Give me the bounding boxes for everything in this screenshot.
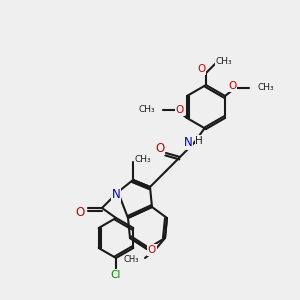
Text: CH₃: CH₃ <box>257 83 274 92</box>
Text: O: O <box>155 142 165 154</box>
Text: O: O <box>228 81 236 91</box>
Text: CH₃: CH₃ <box>216 56 232 65</box>
Text: O: O <box>197 64 205 74</box>
Text: O: O <box>176 105 184 115</box>
Text: O: O <box>148 245 156 255</box>
Text: Cl: Cl <box>111 270 121 280</box>
Text: CH₃: CH₃ <box>124 256 139 265</box>
Text: CH₃: CH₃ <box>138 106 155 115</box>
Text: O: O <box>75 206 85 218</box>
Text: CH₃: CH₃ <box>135 155 151 164</box>
Text: N: N <box>112 188 120 202</box>
Text: N: N <box>184 136 192 149</box>
Text: H: H <box>195 136 203 146</box>
